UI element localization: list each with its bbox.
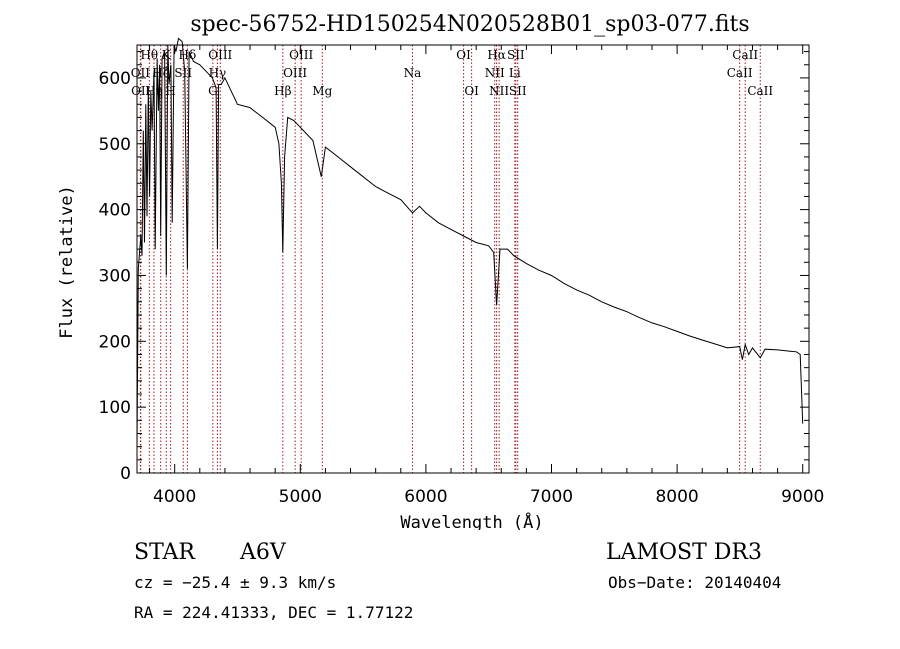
line-marker-label: CaII bbox=[747, 84, 773, 98]
line-marker-label: K bbox=[162, 48, 172, 62]
line-marker-label: Hθ bbox=[140, 48, 158, 62]
y-axis: 0 100 200 300 400 500 600 bbox=[99, 51, 809, 484]
plot-frame bbox=[136, 44, 810, 474]
x-tick-label: 9000 bbox=[781, 487, 824, 507]
y-tick-label: 600 bbox=[99, 69, 131, 89]
y-tick-label: 100 bbox=[99, 398, 131, 418]
line-marker-label: Mg bbox=[312, 84, 332, 98]
object-class: STAR bbox=[134, 540, 195, 565]
x-tick-label: 8000 bbox=[655, 487, 698, 507]
line-marker-label: G bbox=[208, 84, 218, 98]
spectrum-line bbox=[136, 37, 804, 447]
x-tick-label: 5000 bbox=[279, 487, 322, 507]
line-marker-label: Hα bbox=[487, 48, 506, 62]
line-marker-label: SII bbox=[507, 48, 525, 62]
y-axis-label: Flux (relative) bbox=[57, 185, 77, 339]
line-marker-label: OIII bbox=[283, 66, 307, 80]
line-markers bbox=[139, 45, 761, 473]
x-axis-label: Wavelength (Å) bbox=[400, 511, 543, 530]
line-marker-label: Hβ bbox=[274, 84, 291, 98]
y-tick-label: 300 bbox=[99, 266, 131, 286]
line-marker-label: NII bbox=[485, 66, 505, 80]
survey-name: LAMOST DR3 bbox=[606, 540, 762, 565]
y-tick-label: 500 bbox=[99, 135, 131, 155]
redshift-cz: cz = −25.4 ± 9.3 km/s bbox=[134, 573, 337, 592]
line-marker-label: OII bbox=[131, 66, 151, 80]
line-marker-label: OI bbox=[456, 48, 471, 62]
y-tick-label: 200 bbox=[99, 332, 131, 352]
line-marker-label: Hδ bbox=[179, 48, 197, 62]
x-axis: 4000 5000 6000 7000 8000 9000 bbox=[149, 45, 824, 507]
line-marker-label: Li bbox=[509, 66, 521, 80]
line-marker-label: OIII bbox=[289, 48, 313, 62]
x-tick-label: 4000 bbox=[153, 487, 196, 507]
chart-title: spec-56752-HD150254N020528B01_sp03-077.f… bbox=[190, 12, 749, 37]
line-marker-label: CaII bbox=[732, 48, 758, 62]
line-marker-label: SII bbox=[509, 84, 527, 98]
line-marker-label: Na bbox=[404, 66, 422, 80]
line-marker-label: Hγ bbox=[209, 66, 227, 80]
line-marker-label: NII bbox=[489, 84, 509, 98]
y-tick-label: 0 bbox=[120, 464, 131, 484]
line-marker-label: OIII bbox=[208, 48, 232, 62]
line-marker-label: CaII bbox=[727, 66, 753, 80]
spectrum-chart: spec-56752-HD150254N020528B01_sp03-077.f… bbox=[57, 12, 824, 530]
y-tick-label: 400 bbox=[99, 201, 131, 221]
x-tick-label: 6000 bbox=[404, 487, 447, 507]
x-tick-label: 7000 bbox=[530, 487, 573, 507]
line-marker-label: OI bbox=[464, 84, 479, 98]
observation-date: Obs−Date: 20140404 bbox=[608, 573, 782, 592]
spectral-subclass: A6V bbox=[240, 540, 286, 565]
coordinates: RA = 224.41333, DEC = 1.77122 bbox=[134, 603, 414, 622]
line-marker-label: SII bbox=[174, 66, 192, 80]
